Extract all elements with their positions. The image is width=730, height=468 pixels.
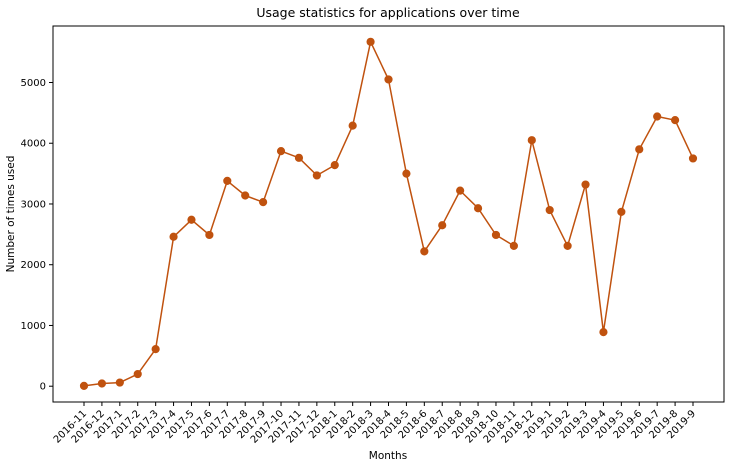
y-axis: 0 1000 2000 3000 4000 5000 — [21, 78, 53, 393]
data-point — [241, 191, 250, 200]
x-axis: 2016-112016-122017-12017-22017-32017-420… — [52, 402, 698, 446]
data-point — [456, 186, 465, 195]
data-point — [312, 171, 321, 180]
y-axis-title: Number of times used — [5, 156, 17, 273]
y-tick-label: 1000 — [21, 321, 46, 332]
data-point — [115, 378, 124, 387]
data-point — [384, 75, 393, 84]
data-point — [79, 381, 89, 391]
data-point — [366, 37, 375, 46]
data-point — [491, 230, 501, 240]
data-point — [688, 154, 698, 163]
data-point — [581, 180, 590, 189]
data-point — [670, 116, 680, 125]
data-point — [223, 176, 232, 185]
data-point — [509, 241, 518, 250]
data-point — [599, 328, 608, 337]
data-point — [438, 221, 447, 230]
y-tick-label: 5000 — [21, 78, 46, 89]
y-tick-label: 3000 — [21, 199, 46, 210]
data-point — [545, 205, 554, 215]
y-tick-label: 2000 — [21, 260, 46, 271]
data-point — [402, 169, 411, 178]
data-point — [276, 147, 286, 156]
data-point — [187, 215, 196, 224]
data-point — [563, 241, 572, 250]
data-point — [330, 161, 339, 170]
data-point — [133, 369, 142, 379]
y-tick-label: 4000 — [21, 139, 46, 150]
y-tick-label: 0 — [40, 382, 46, 393]
data-point — [259, 198, 268, 207]
data-point — [527, 136, 536, 145]
chart-title: Usage statistics for applications over t… — [256, 5, 520, 20]
data-point — [169, 232, 178, 241]
data-point — [151, 345, 160, 354]
data-point — [294, 153, 304, 162]
data-point — [473, 204, 483, 213]
data-point — [635, 145, 644, 154]
x-axis-title: Months — [369, 450, 407, 462]
data-point — [97, 379, 107, 388]
data-point — [420, 247, 429, 256]
data-point — [653, 112, 662, 121]
data-point — [348, 121, 357, 130]
data-point — [205, 230, 214, 240]
series-layer — [79, 37, 698, 391]
data-point — [617, 207, 626, 216]
